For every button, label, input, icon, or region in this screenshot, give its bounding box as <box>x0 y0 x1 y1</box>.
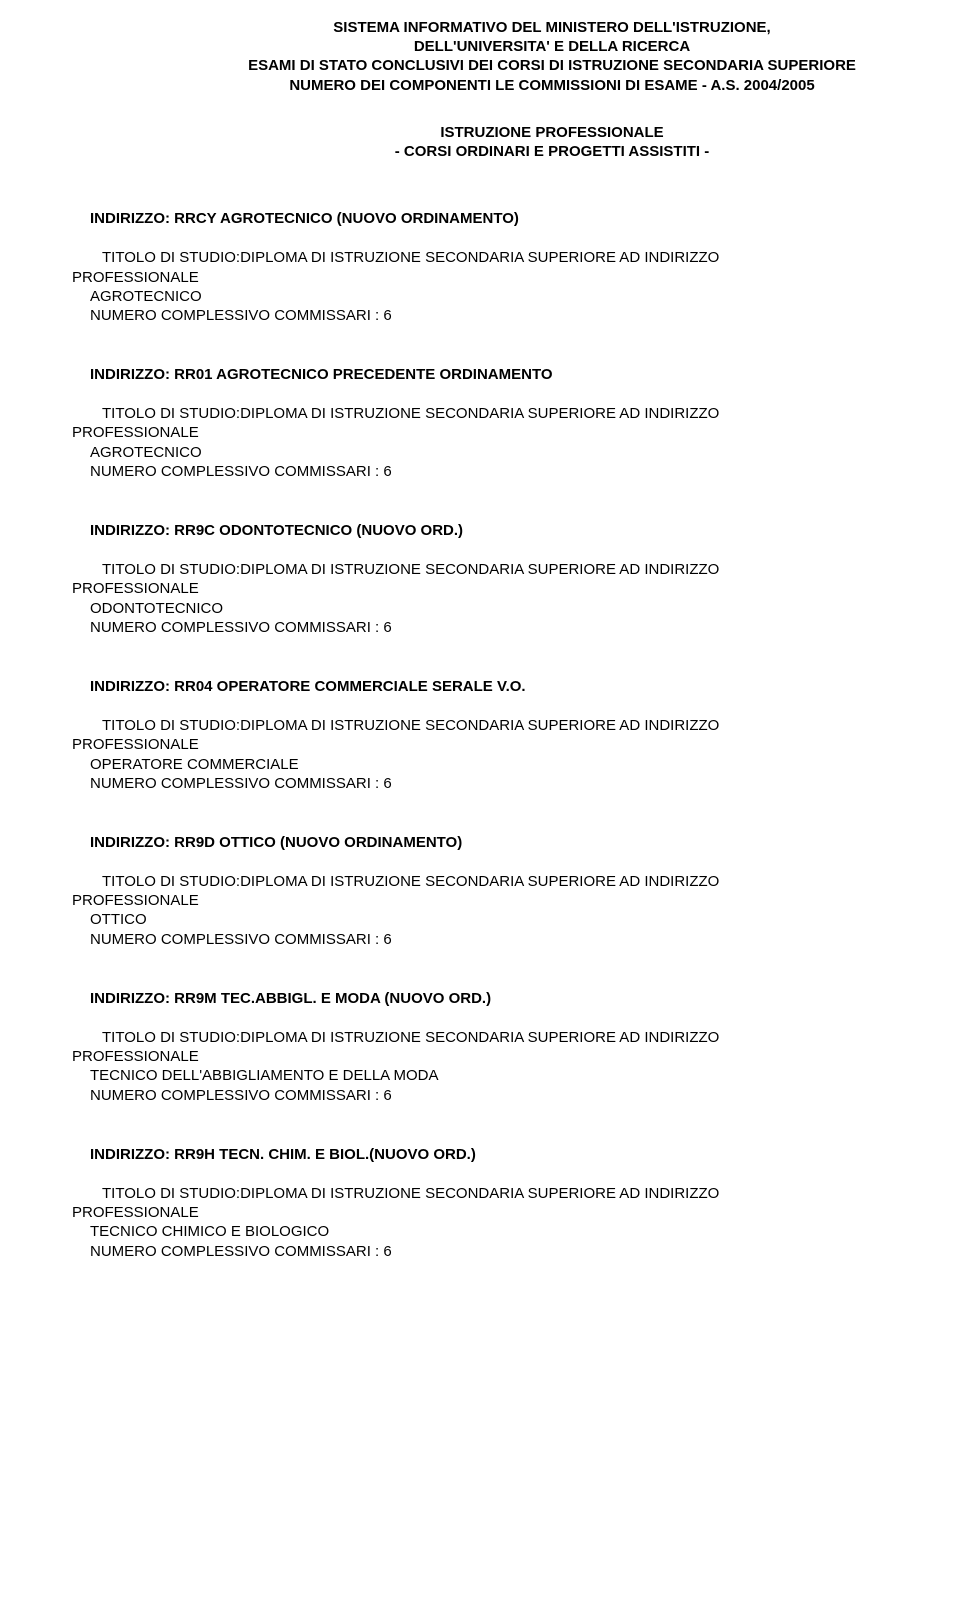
entry-titolo-line: TITOLO DI STUDIO:DIPLOMA DI ISTRUZIONE S… <box>72 1184 960 1203</box>
entry-professionale-line: PROFESSIONALE <box>72 579 960 598</box>
entry-block: INDIRIZZO: RR9M TEC.ABBIGL. E MODA (NUOV… <box>72 989 960 1105</box>
entry-block: INDIRIZZO: RR9H TECN. CHIM. E BIOL.(NUOV… <box>72 1145 960 1261</box>
entry-block: INDIRIZZO: RR04 OPERATORE COMMERCIALE SE… <box>72 677 960 793</box>
header-line: SISTEMA INFORMATIVO DEL MINISTERO DELL'I… <box>72 18 960 37</box>
entry-body: TITOLO DI STUDIO:DIPLOMA DI ISTRUZIONE S… <box>72 404 960 481</box>
entry-titolo-line: TITOLO DI STUDIO:DIPLOMA DI ISTRUZIONE S… <box>72 404 960 423</box>
entry-titolo-line: TITOLO DI STUDIO:DIPLOMA DI ISTRUZIONE S… <box>72 560 960 579</box>
entry-qualification: TECNICO DELL'ABBIGLIAMENTO E DELLA MODA <box>72 1066 960 1085</box>
entry-title: INDIRIZZO: RR9H TECN. CHIM. E BIOL.(NUOV… <box>72 1145 960 1164</box>
page-subheader: ISTRUZIONE PROFESSIONALE - CORSI ORDINAR… <box>72 123 960 161</box>
entry-titolo-line: TITOLO DI STUDIO:DIPLOMA DI ISTRUZIONE S… <box>72 872 960 891</box>
entry-professionale-line: PROFESSIONALE <box>72 891 960 910</box>
entry-title: INDIRIZZO: RRCY AGROTECNICO (NUOVO ORDIN… <box>72 209 960 228</box>
entry-professionale-line: PROFESSIONALE <box>72 1047 960 1066</box>
header-line: NUMERO DEI COMPONENTI LE COMMISSIONI DI … <box>72 76 960 95</box>
entry-professionale-line: PROFESSIONALE <box>72 735 960 754</box>
entry-qualification: AGROTECNICO <box>72 443 960 462</box>
entry-title: INDIRIZZO: RR9M TEC.ABBIGL. E MODA (NUOV… <box>72 989 960 1008</box>
entry-professionale-line: PROFESSIONALE <box>72 268 960 287</box>
entry-block: INDIRIZZO: RR01 AGROTECNICO PRECEDENTE O… <box>72 365 960 481</box>
entry-body: TITOLO DI STUDIO:DIPLOMA DI ISTRUZIONE S… <box>72 560 960 637</box>
entry-qualification: AGROTECNICO <box>72 287 960 306</box>
entry-title: INDIRIZZO: RR01 AGROTECNICO PRECEDENTE O… <box>72 365 960 384</box>
entry-block: INDIRIZZO: RR9C ODONTOTECNICO (NUOVO ORD… <box>72 521 960 637</box>
entry-numero-line: NUMERO COMPLESSIVO COMMISSARI : 6 <box>72 1242 960 1261</box>
entry-body: TITOLO DI STUDIO:DIPLOMA DI ISTRUZIONE S… <box>72 872 960 949</box>
entry-title: INDIRIZZO: RR04 OPERATORE COMMERCIALE SE… <box>72 677 960 696</box>
entry-numero-line: NUMERO COMPLESSIVO COMMISSARI : 6 <box>72 618 960 637</box>
entry-qualification: TECNICO CHIMICO E BIOLOGICO <box>72 1222 960 1241</box>
entry-body: TITOLO DI STUDIO:DIPLOMA DI ISTRUZIONE S… <box>72 1028 960 1105</box>
entry-body: TITOLO DI STUDIO:DIPLOMA DI ISTRUZIONE S… <box>72 248 960 325</box>
entry-block: INDIRIZZO: RR9D OTTICO (NUOVO ORDINAMENT… <box>72 833 960 949</box>
subheader-line: ISTRUZIONE PROFESSIONALE <box>72 123 960 142</box>
entry-qualification: OPERATORE COMMERCIALE <box>72 755 960 774</box>
entry-numero-line: NUMERO COMPLESSIVO COMMISSARI : 6 <box>72 1086 960 1105</box>
entry-body: TITOLO DI STUDIO:DIPLOMA DI ISTRUZIONE S… <box>72 1184 960 1261</box>
header-line: DELL'UNIVERSITA' E DELLA RICERCA <box>72 37 960 56</box>
entry-professionale-line: PROFESSIONALE <box>72 1203 960 1222</box>
entry-titolo-line: TITOLO DI STUDIO:DIPLOMA DI ISTRUZIONE S… <box>72 248 960 267</box>
entry-body: TITOLO DI STUDIO:DIPLOMA DI ISTRUZIONE S… <box>72 716 960 793</box>
entry-titolo-line: TITOLO DI STUDIO:DIPLOMA DI ISTRUZIONE S… <box>72 1028 960 1047</box>
entry-qualification: OTTICO <box>72 910 960 929</box>
entry-block: INDIRIZZO: RRCY AGROTECNICO (NUOVO ORDIN… <box>72 209 960 325</box>
entry-qualification: ODONTOTECNICO <box>72 599 960 618</box>
entry-numero-line: NUMERO COMPLESSIVO COMMISSARI : 6 <box>72 774 960 793</box>
entries-list: INDIRIZZO: RRCY AGROTECNICO (NUOVO ORDIN… <box>72 209 960 1261</box>
entry-professionale-line: PROFESSIONALE <box>72 423 960 442</box>
page-header: SISTEMA INFORMATIVO DEL MINISTERO DELL'I… <box>72 18 960 95</box>
entry-numero-line: NUMERO COMPLESSIVO COMMISSARI : 6 <box>72 462 960 481</box>
entry-titolo-line: TITOLO DI STUDIO:DIPLOMA DI ISTRUZIONE S… <box>72 716 960 735</box>
header-line: ESAMI DI STATO CONCLUSIVI DEI CORSI DI I… <box>72 56 960 75</box>
entry-title: INDIRIZZO: RR9D OTTICO (NUOVO ORDINAMENT… <box>72 833 960 852</box>
entry-numero-line: NUMERO COMPLESSIVO COMMISSARI : 6 <box>72 306 960 325</box>
subheader-line: - CORSI ORDINARI E PROGETTI ASSISTITI - <box>72 142 960 161</box>
entry-title: INDIRIZZO: RR9C ODONTOTECNICO (NUOVO ORD… <box>72 521 960 540</box>
entry-numero-line: NUMERO COMPLESSIVO COMMISSARI : 6 <box>72 930 960 949</box>
